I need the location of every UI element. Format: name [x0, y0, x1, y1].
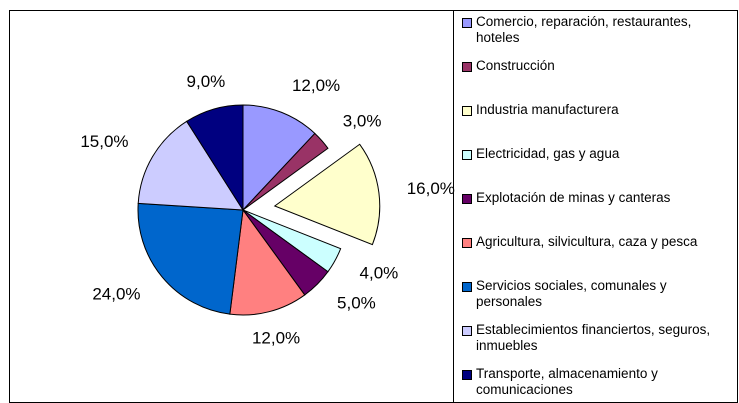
- legend-swatch: [462, 282, 472, 292]
- legend-frame: [453, 10, 738, 403]
- data-label: 24,0%: [92, 284, 140, 303]
- legend-label: Construcción: [476, 58, 555, 73]
- pie-slice: [229, 208, 306, 316]
- pie-slice: [137, 202, 244, 315]
- pie-slice: [242, 132, 329, 211]
- legend-item: Construcción: [462, 58, 734, 74]
- data-label: 5,0%: [337, 294, 376, 313]
- legend-swatch: [462, 194, 472, 204]
- legend-swatch: [462, 18, 472, 28]
- legend-label: Agricultura, silvicultura, caza y pesca: [476, 234, 698, 249]
- data-label: 16,0%: [407, 179, 455, 198]
- legend-label: Explotación de minas y canteras: [476, 190, 671, 205]
- legend-item: Comercio, reparación, restaurantes, hote…: [462, 14, 734, 46]
- legend-label: Industria manufacturera: [476, 102, 619, 117]
- legend-swatch: [462, 238, 472, 248]
- legend-item: Transporte, almacenamiento y comunicacio…: [462, 366, 734, 398]
- pie-slice: [186, 104, 244, 212]
- legend-label: Servicios sociales, comunales y personal…: [476, 278, 667, 309]
- pie-slice: [242, 104, 316, 212]
- data-label: 12,0%: [252, 328, 300, 347]
- legend-item: Industria manufacturera: [462, 102, 734, 118]
- legend-item: Servicios sociales, comunales y personal…: [462, 278, 734, 310]
- legend-item: Electricidad, gas y agua: [462, 146, 734, 162]
- legend-label: Transporte, almacenamiento y comunicacio…: [476, 366, 658, 397]
- legend-swatch: [462, 150, 472, 160]
- data-label: 4,0%: [360, 264, 399, 283]
- legend-item: Establecimientos financiertos, seguros, …: [462, 322, 734, 354]
- pie-slice: [273, 143, 381, 246]
- legend-swatch: [462, 62, 472, 72]
- legend-swatch: [462, 106, 472, 116]
- legend-label: Comercio, reparación, restaurantes, hote…: [476, 14, 692, 45]
- legend-label: Establecimientos financiertos, seguros, …: [476, 322, 711, 353]
- legend-item: Explotación de minas y canteras: [462, 190, 734, 206]
- legend-swatch: [462, 370, 472, 380]
- pie-slice: [137, 120, 244, 211]
- data-label: 9,0%: [187, 72, 226, 91]
- legend-item: Agricultura, silvicultura, caza y pesca: [462, 234, 734, 250]
- data-label: 15,0%: [80, 132, 128, 151]
- data-label: 3,0%: [343, 112, 382, 131]
- legend-swatch: [462, 326, 472, 336]
- data-label: 12,0%: [292, 76, 340, 95]
- legend-label: Electricidad, gas y agua: [476, 146, 620, 161]
